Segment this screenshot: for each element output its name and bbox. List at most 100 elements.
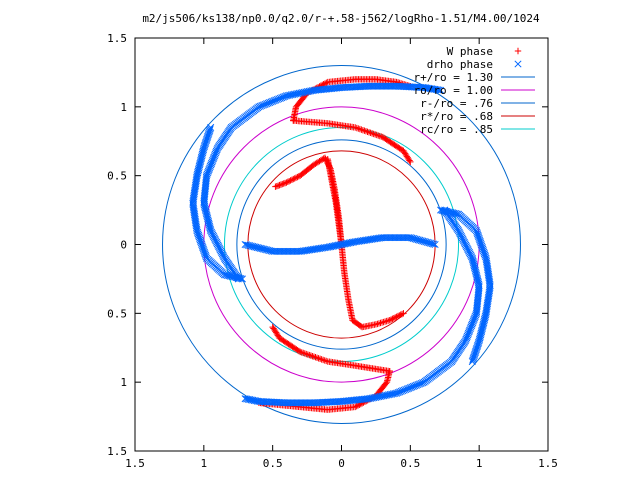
legend-label: r*/ro = .68 <box>420 110 493 123</box>
w-phase-point <box>321 357 328 364</box>
y-tick-label: 0.5 <box>107 307 127 320</box>
w-phase-point <box>274 182 282 189</box>
w-phase-point <box>280 180 287 187</box>
w-phase-point <box>285 177 293 185</box>
legend-label: r+/ro = 1.30 <box>414 71 493 84</box>
x-tick-label: 1 <box>201 457 208 470</box>
w-phase-point <box>373 131 380 139</box>
w-phase-point <box>364 128 371 135</box>
w-phase-point <box>295 173 303 180</box>
legend-label: W phase <box>447 45 493 58</box>
w-phase-point <box>368 130 376 137</box>
circle-r <box>162 65 521 424</box>
w-phase-point <box>294 173 301 181</box>
w-phase-point <box>391 314 399 321</box>
w-phase-point <box>281 179 289 187</box>
drho-phase-point <box>241 395 249 403</box>
w-phase-point <box>318 356 325 363</box>
x-tick-label: 1.5 <box>125 457 145 470</box>
legend-label: drho phase <box>427 58 493 71</box>
x-tick-label: 0.5 <box>400 457 420 470</box>
x-tick-label: 0.5 <box>263 457 283 470</box>
w-phase-point <box>284 178 292 186</box>
w-phase-point <box>301 350 308 357</box>
w-phase-point <box>400 310 407 317</box>
w-phase-point <box>378 133 385 140</box>
w-phase-point <box>319 356 327 364</box>
drho-phase-point <box>469 356 477 364</box>
w-phase-point <box>279 180 286 188</box>
data-points <box>189 47 522 413</box>
legend-marker <box>514 60 522 68</box>
w-phase-point <box>316 355 324 363</box>
w-phase-point <box>290 175 297 183</box>
w-phase-point <box>288 176 296 183</box>
w-phase-point <box>362 128 370 135</box>
drho-phase-point <box>435 86 443 94</box>
w-phase-point <box>407 158 414 166</box>
w-phase-point <box>390 314 398 322</box>
drho-phase-point <box>207 123 215 132</box>
y-tick-label: 1 <box>120 376 127 389</box>
w-phase-point <box>367 129 374 137</box>
w-phase-point <box>352 124 359 131</box>
y-tick-label: 0 <box>120 239 127 252</box>
circle-rc <box>223 126 460 363</box>
w-phase-point <box>304 351 312 358</box>
w-phase-point <box>353 124 360 132</box>
circle-r <box>236 139 447 350</box>
drho-phase-point <box>434 86 442 94</box>
w-phase-point <box>393 313 400 320</box>
w-phase-point <box>355 125 362 132</box>
drho-phase-point <box>243 395 251 403</box>
axis-ticks: 1.5 1 0.5 0 0.5 1 1.51.510.500.511.5 <box>107 32 558 470</box>
w-phase-point <box>312 354 319 361</box>
w-phase-point <box>370 130 377 138</box>
w-phase-point <box>376 132 383 140</box>
w-phase-point <box>272 183 279 190</box>
w-phase-point <box>283 179 290 186</box>
drho-phase-point <box>468 357 476 366</box>
w-phase-point <box>353 403 360 410</box>
w-phase-point <box>359 126 367 134</box>
w-phase-point <box>324 155 331 163</box>
w-phase-point <box>313 354 321 361</box>
w-phase-point <box>398 310 406 318</box>
w-phase-point <box>292 174 300 181</box>
w-phase-point <box>310 353 318 360</box>
legend-label: r-/ro = .76 <box>420 97 493 110</box>
x-tick-label: 1.5 <box>538 457 558 470</box>
drho-phase-point <box>206 125 214 133</box>
w-phase-point <box>397 311 404 318</box>
w-phase-point <box>323 79 330 86</box>
w-phase-point <box>321 80 329 87</box>
w-phase-point <box>323 357 330 365</box>
w-phase-point <box>406 157 413 164</box>
w-phase-point <box>315 355 322 362</box>
x-tick-label: 0 <box>338 457 345 470</box>
w-phase-point <box>358 126 365 133</box>
legend-marker <box>514 47 522 55</box>
w-phase-point <box>303 350 310 358</box>
w-phase-point <box>273 182 280 190</box>
y-tick-label: 0.5 <box>107 170 127 183</box>
legend-label: ro/ro = 1.00 <box>414 84 493 97</box>
w-phase-point <box>387 316 395 323</box>
w-phase-point <box>394 312 402 320</box>
w-phase-point <box>291 175 298 182</box>
w-phase-point <box>307 352 315 359</box>
w-phase-point <box>386 317 393 324</box>
w-phase-point <box>375 132 382 139</box>
w-phase-point <box>389 315 396 323</box>
drho-phase-point <box>430 240 438 248</box>
chart-title: m2/js506/ks138/np0.0/q2.0/r-+.58-j562/lo… <box>142 12 540 25</box>
w-phase-point <box>269 323 276 331</box>
y-tick-label: 1 <box>120 101 127 114</box>
w-phase-point <box>300 349 307 357</box>
w-phase-point <box>306 351 313 359</box>
drho-phase-point <box>437 86 445 94</box>
drho-phase-point <box>431 240 439 249</box>
w-phase-point <box>270 325 277 332</box>
